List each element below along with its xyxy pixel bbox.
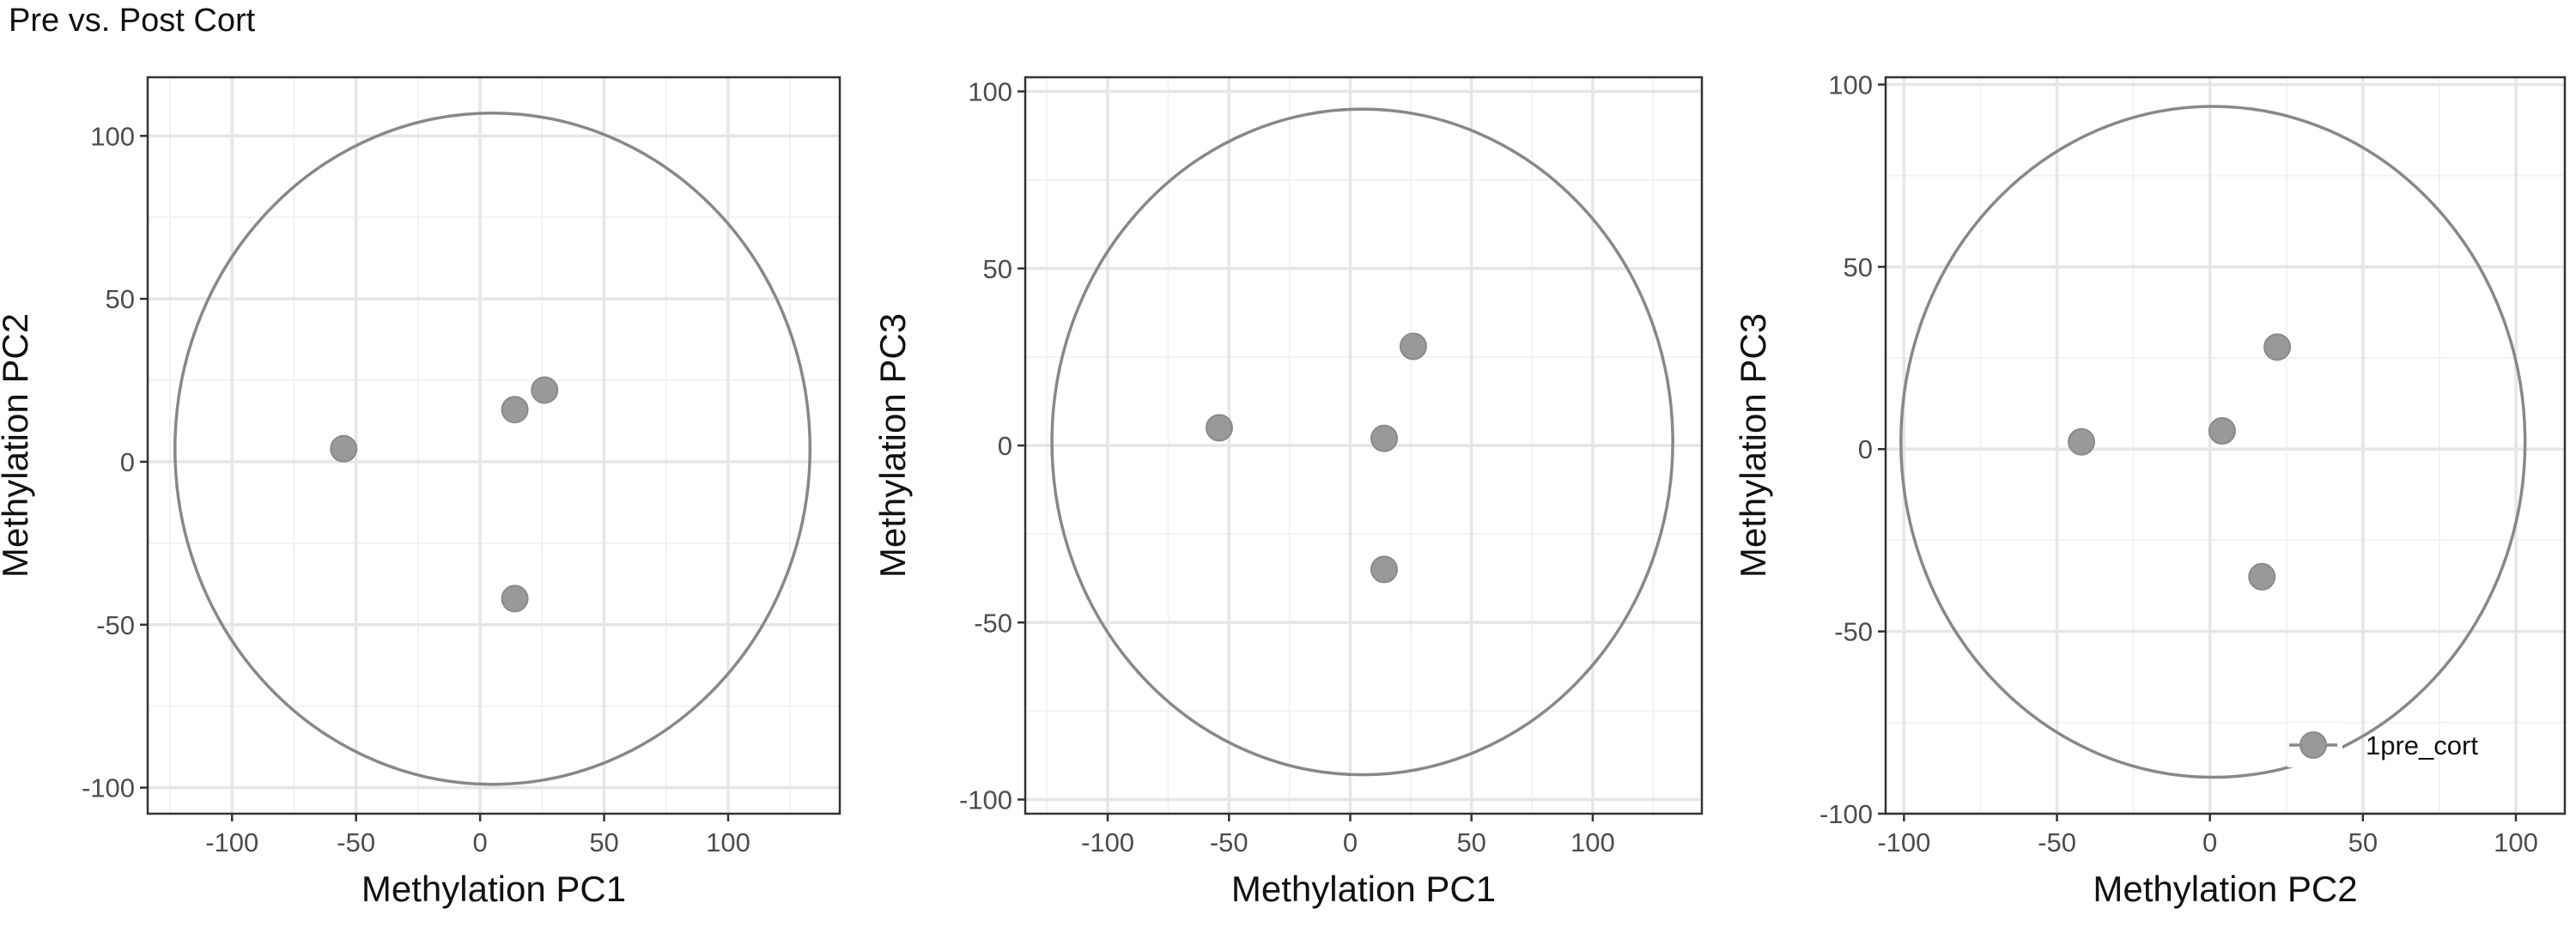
panel-3-y-tick-label: 100 bbox=[1828, 70, 1873, 100]
panel-2-y-tick-label: -100 bbox=[959, 785, 1012, 815]
figure-title: Pre vs. Post Cort bbox=[9, 3, 256, 39]
panel-1-x-tick-label: 100 bbox=[706, 827, 750, 857]
panel-1-background bbox=[148, 77, 840, 814]
panel-2-x-tick-label: -50 bbox=[1210, 827, 1249, 857]
panel-2-y-tick-label: 0 bbox=[998, 431, 1012, 461]
panel-2-x-tick-label: 50 bbox=[1456, 827, 1485, 857]
panel-3-point-2 bbox=[2208, 417, 2236, 445]
panel-1-y-axis-title: Methylation PC2 bbox=[0, 313, 35, 578]
panel-3-point-3 bbox=[2263, 333, 2292, 361]
panel-3-x-tick-label: -100 bbox=[1877, 827, 1930, 857]
panel-3-x-tick-label: 50 bbox=[2348, 827, 2378, 857]
panel-1-x-tick-label: 0 bbox=[472, 827, 487, 857]
panel-1: -100 -50 0 50 100 -100 -50 0 50 100 Methylation PC… bbox=[0, 76, 841, 909]
panel-3-point-4 bbox=[2248, 562, 2276, 591]
panel-2-point-3 bbox=[1399, 332, 1427, 360]
panel-2-confidence-ellipse bbox=[1050, 107, 1674, 777]
panel-1-point-4 bbox=[501, 585, 529, 613]
panel-1-y-tick-label: 100 bbox=[90, 121, 135, 151]
panel-1-point-3 bbox=[531, 376, 559, 404]
panel-3-y-tick-label: -50 bbox=[1834, 617, 1873, 647]
panel-1-x-tick-label: -50 bbox=[337, 827, 375, 857]
panel-1-y-tick-label: -50 bbox=[96, 610, 135, 640]
panel-3-y-tick-label: 0 bbox=[1858, 434, 1873, 464]
panel-1-border bbox=[146, 76, 841, 815]
panel-1-x-tick-label: -100 bbox=[205, 827, 258, 857]
panel-2-x-axis-title: Methylation PC1 bbox=[1231, 869, 1496, 909]
panel-2-x-tick-label: 0 bbox=[1343, 827, 1358, 857]
panel-3-y-tick-label: 50 bbox=[1844, 252, 1873, 282]
panel-2: -100 -50 0 50 100 -100 -50 0 50 100 Methylation PC… bbox=[872, 76, 1704, 909]
legend-label: 1pre_cort bbox=[2366, 730, 2478, 760]
panel-2-x-tick-label: 100 bbox=[1571, 827, 1615, 857]
panel-3-border bbox=[1884, 76, 2567, 815]
panel-1-y-tick-label: 0 bbox=[120, 447, 135, 477]
panel-3-point-1 bbox=[2068, 427, 2096, 456]
panel-2-point-2 bbox=[1370, 424, 1399, 452]
panel-2-point-4 bbox=[1370, 555, 1399, 584]
panel-2-point-1 bbox=[1205, 414, 1233, 442]
panel-3-x-axis-title: Methylation PC2 bbox=[2093, 869, 2357, 909]
panel-3-y-axis-title: Methylation PC3 bbox=[1733, 313, 1773, 578]
legend-key-point bbox=[2300, 731, 2327, 759]
panel-3-x-tick-label: 100 bbox=[2494, 827, 2538, 857]
panel-1-confidence-ellipse bbox=[173, 112, 812, 786]
panel-1-point-1 bbox=[330, 434, 358, 463]
panel-2-y-axis-title: Methylation PC3 bbox=[872, 313, 913, 578]
panel-3: -100 -50 0 50 100 -100 -50 0 50 100 Methylation PC… bbox=[1733, 70, 2567, 909]
panel-3-confidence-ellipse bbox=[1899, 105, 2527, 779]
panel-1-point-2 bbox=[501, 396, 529, 424]
panel-2-y-tick-label: 50 bbox=[983, 254, 1012, 284]
panel-3-x-tick-label: -50 bbox=[2038, 827, 2076, 857]
panel-3-background bbox=[1886, 77, 2565, 814]
panel-1-y-tick-label: 50 bbox=[106, 284, 135, 314]
panel-2-x-tick-label: -100 bbox=[1081, 827, 1134, 857]
panel-2-y-tick-label: -50 bbox=[974, 608, 1012, 638]
panel-1-x-axis-title: Methylation PC1 bbox=[361, 869, 626, 909]
panel-3-x-tick-label: 0 bbox=[2202, 827, 2217, 857]
legend: 1pre_cort bbox=[2287, 723, 2478, 767]
panel-3-y-tick-label: -100 bbox=[1820, 799, 1873, 829]
panel-1-y-tick-label: -100 bbox=[82, 773, 135, 803]
panel-1-x-tick-label: 50 bbox=[589, 827, 618, 857]
panel-2-y-tick-label: 100 bbox=[968, 77, 1012, 107]
